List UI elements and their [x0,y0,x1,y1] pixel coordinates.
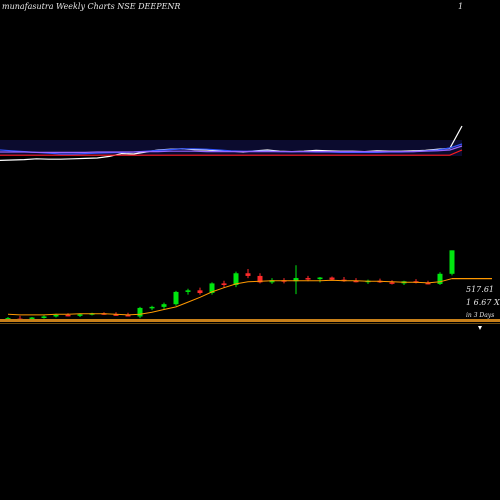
volume-bar-band [0,319,500,322]
candle-body [437,273,443,284]
candle-body [245,273,251,276]
candle-body [305,278,311,280]
candle-body [317,277,323,280]
candle-body [161,304,167,307]
volume-marker-icon [478,326,482,330]
volume-bar-shadow [0,323,500,324]
candle-body [5,318,11,320]
candle-body [125,314,131,317]
candle-body [149,306,155,309]
indicator-panel [0,125,463,161]
candle-body [269,280,275,283]
candle-body [329,277,335,280]
candle-body [137,307,143,317]
moving-average-line [7,278,453,316]
candle-body [257,275,263,283]
candle-body [41,316,47,318]
top-right-label: 1 [458,2,464,11]
candle-body [53,314,59,317]
candle-body [185,290,191,292]
candle-body [77,314,83,316]
chart-title: munafasutra Weekly Charts NSE DEEPENR [2,2,181,11]
candle-body [113,314,119,316]
indicator-line-3 [0,145,463,153]
candle-body [389,282,395,284]
candle-body [293,278,299,282]
volume-panel [0,319,500,330]
candle-body [425,282,431,285]
candle-body [449,250,455,274]
candle-body [221,283,227,285]
price-label: 517.61 [466,285,494,294]
candle-body [233,273,239,285]
days-label: in 3 Days [466,312,495,319]
volume-ratio-label: 1 6.67 X [466,298,500,307]
candle-body [209,283,215,293]
indicator-line-1 [0,149,463,156]
price-panel [5,250,492,322]
candle-body [65,314,71,317]
candle-body [173,291,179,305]
candle-body [353,280,359,283]
candle-body [197,290,203,293]
